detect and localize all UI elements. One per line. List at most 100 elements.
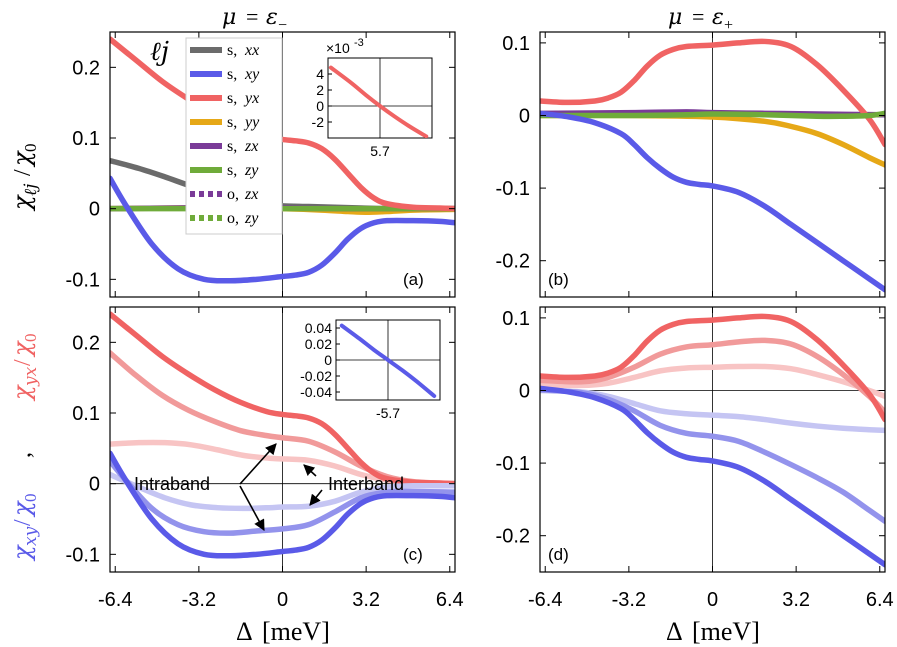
ytick-label: 0.1 (502, 33, 530, 55)
svg-text:0: 0 (21, 334, 40, 343)
ylabel-separator: , (10, 452, 36, 458)
svg-text:=: = (246, 4, 258, 29)
legend-label-suffix: xy (244, 66, 260, 83)
ylabel-top: χ ℓj / χ 0 (8, 144, 41, 213)
ytick-label: 0.1 (72, 128, 100, 150)
annotations: Intraband Interband (134, 443, 404, 531)
inset-ytick-label: -2 (312, 114, 325, 130)
svg-text:+: + (724, 17, 733, 34)
svg-text:/: / (10, 359, 36, 366)
ytick-label: 0.1 (72, 403, 100, 425)
title-right-eps: ε (712, 5, 724, 30)
svg-text:ℓj: ℓj (21, 183, 41, 196)
svg-text:xy: xy (21, 526, 41, 546)
xtick-label: -6.4 (528, 589, 562, 611)
series-line-c-5 (110, 450, 455, 559)
svg-text:−: − (278, 17, 287, 34)
legend-label-prefix: s, (227, 42, 237, 59)
ytick-label: -0.1 (66, 269, 100, 291)
panel-b: 0.1 0 -0.1 -0.2 (b) (496, 31, 886, 298)
legend-title: ℓj (150, 37, 169, 67)
svg-text:Δ: Δ (666, 617, 683, 646)
ytick-label: -0.1 (496, 453, 530, 475)
legend-label-suffix: zx (244, 186, 258, 203)
panel-label: (d) (548, 545, 569, 564)
ytick-label: 0 (89, 199, 100, 221)
title-left-eps: ε (266, 5, 278, 30)
series-line-c-3 (110, 471, 455, 512)
legend-label-prefix: s, (227, 138, 237, 155)
series-line-b-2 (540, 38, 885, 148)
inset: 420-2 5.7 ×10 -3 (312, 37, 433, 159)
legend-label-suffix: yy (243, 114, 260, 131)
xlabel-left: Δ [meV] (236, 617, 330, 646)
xtick-label: 3.2 (352, 589, 380, 611)
series-line-d-3 (540, 387, 885, 434)
legend-box (185, 37, 283, 235)
annotation-arrow (309, 489, 323, 506)
inset-ytick-label: 0 (316, 98, 324, 114)
inset: 0.040.020-0.02-0.04 -5.7 (300, 319, 441, 421)
series-line-d-5 (540, 385, 885, 568)
svg-text:[meV]: [meV] (692, 617, 760, 646)
series-line-b-3 (540, 110, 885, 120)
inset-ytick-label: -0.02 (300, 368, 332, 384)
xtick-label: -3.2 (182, 589, 216, 611)
annotation-arrow (303, 464, 317, 477)
annotation-intraband: Intraband (134, 474, 210, 494)
xtick-label: 0 (277, 589, 288, 611)
inset-line (339, 323, 437, 398)
annotation-interband: Interband (328, 474, 404, 494)
xtick-label: 6.4 (436, 589, 464, 611)
panel-label: (b) (548, 270, 569, 289)
legend-label-prefix: s, (227, 66, 237, 83)
ytick-label: 0 (519, 380, 530, 402)
xtick-label: -6.4 (98, 589, 132, 611)
ytick-label: 0 (519, 105, 530, 127)
ylabel-bottom: χ xy / χ 0 , χ yx / χ 0 (8, 334, 41, 563)
xtick-label: -3.2 (612, 589, 646, 611)
series-group (110, 311, 455, 559)
ytick-label: 0 (89, 474, 100, 496)
svg-text:χ: χ (8, 384, 36, 402)
title-right: μ = ε + (668, 4, 733, 34)
xtick-label: 0 (707, 589, 718, 611)
ytick-label: 0.2 (72, 332, 100, 354)
legend-label-suffix: yx (243, 90, 259, 107)
annotation-arrow (239, 443, 277, 485)
series-line-d-0 (540, 363, 885, 400)
panels: 0.2 0.1 0 -0.1 (a) s, xx s, xy s, yx s, yy s, zx s, zy o,… (66, 31, 894, 611)
svg-text:χ: χ (8, 500, 36, 518)
series-line-c-4 (110, 458, 455, 536)
inset-ytick-label: 0.02 (305, 336, 332, 352)
svg-text:χ: χ (8, 194, 36, 212)
panel-a: 0.2 0.1 0 -0.1 (a) s, xx s, xy s, yx s, yy s, zx s, zy o,… (66, 31, 456, 298)
series-line-d-1 (540, 337, 885, 416)
inset-ytick-label: 0 (324, 352, 332, 368)
svg-text:yx: yx (21, 366, 41, 387)
annotation-arrow (239, 485, 265, 531)
svg-text:=: = (692, 4, 704, 29)
svg-text:Δ: Δ (236, 617, 253, 646)
series-line-c-2 (110, 311, 455, 487)
ytick-label: -0.2 (496, 526, 530, 548)
inset-ytick-label: 2 (316, 82, 324, 98)
svg-text:/: / (10, 169, 36, 176)
inset-xtick-label: 5.7 (370, 143, 390, 159)
svg-text:χ: χ (8, 150, 36, 168)
legend-label-prefix: s, (227, 90, 237, 107)
svg-text:0: 0 (21, 144, 40, 153)
panel-d: -6.4 -3.2 0 3.2 6.4 0.1 0 -0.1 -0.2 (d) (496, 306, 894, 611)
ytick-label: -0.2 (496, 251, 530, 273)
panel-label: (a) (403, 270, 424, 289)
series-group (540, 313, 885, 568)
inset-line (328, 65, 429, 138)
legend-label-suffix: zy (244, 210, 259, 227)
title-left: μ = ε − (222, 4, 287, 34)
series-line-d-2 (540, 313, 885, 423)
inset-ytick-label: -0.04 (300, 384, 332, 400)
inset-exponent: ×10 (326, 40, 350, 56)
legend-label-prefix: o, (227, 186, 239, 203)
panel-c: -6.4 -3.2 0 3.2 6.40.20.10-0.1 (c)0.040.020-0… (66, 306, 464, 611)
